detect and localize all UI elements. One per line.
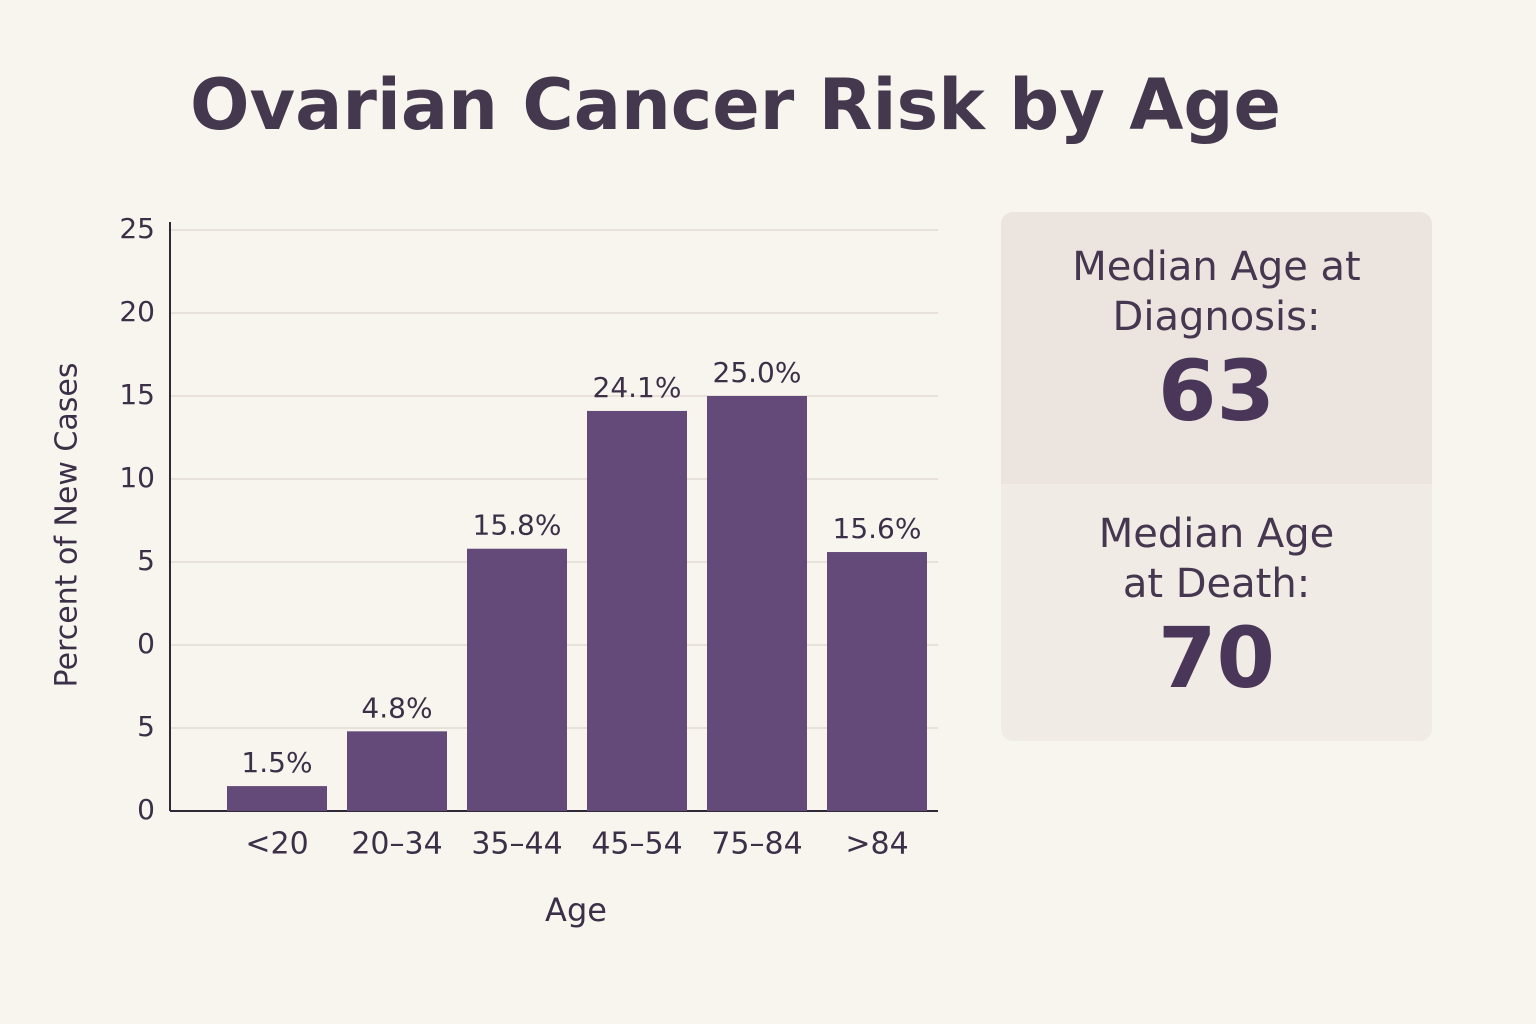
panel-value: 63	[1158, 342, 1275, 440]
bar	[467, 548, 567, 811]
value-label: 15.8%	[473, 509, 562, 542]
y-axis-label: Percent of New Cases	[50, 363, 85, 688]
y-tick-label: 10	[119, 461, 155, 494]
bar	[587, 410, 687, 811]
panel-death: Median Age at Death: 70	[1001, 484, 1432, 741]
value-label: 4.8%	[361, 691, 432, 724]
panel-label: Median Age at Diagnosis:	[1072, 244, 1361, 340]
bar	[227, 786, 327, 811]
x-tick-label: 75–84	[711, 827, 802, 862]
value-label: 1.5%	[241, 746, 312, 779]
y-tick-label: 25	[119, 212, 155, 245]
value-label: 24.1%	[593, 371, 682, 404]
x-tick-label: 35–44	[471, 827, 562, 862]
value-label: 25.0%	[713, 356, 802, 389]
y-tick-label: 5	[137, 710, 155, 743]
chart-title: Ovarian Cancer Risk by Age	[190, 64, 1281, 146]
bar	[827, 552, 927, 811]
x-axis-label: Age	[545, 891, 607, 929]
y-tick-label: 0	[137, 627, 155, 660]
y-tick-label: 5	[137, 544, 155, 577]
value-label: 15.6%	[833, 512, 922, 545]
panel-value: 70	[1158, 609, 1275, 707]
bar	[347, 731, 447, 811]
panel-diagnosis: Median Age at Diagnosis: 63	[1001, 212, 1432, 484]
panel-label: Median Age at Death:	[1098, 511, 1335, 607]
x-tick-label: >84	[845, 827, 908, 862]
y-tick-label: 15	[119, 378, 155, 411]
x-tick-label: 45–54	[591, 827, 682, 862]
bar	[707, 396, 807, 811]
y-tick-label: 0	[137, 793, 155, 826]
x-tick-label: 20–34	[351, 827, 442, 862]
y-tick-label: 20	[119, 295, 155, 328]
x-tick-label: <20	[245, 827, 308, 862]
